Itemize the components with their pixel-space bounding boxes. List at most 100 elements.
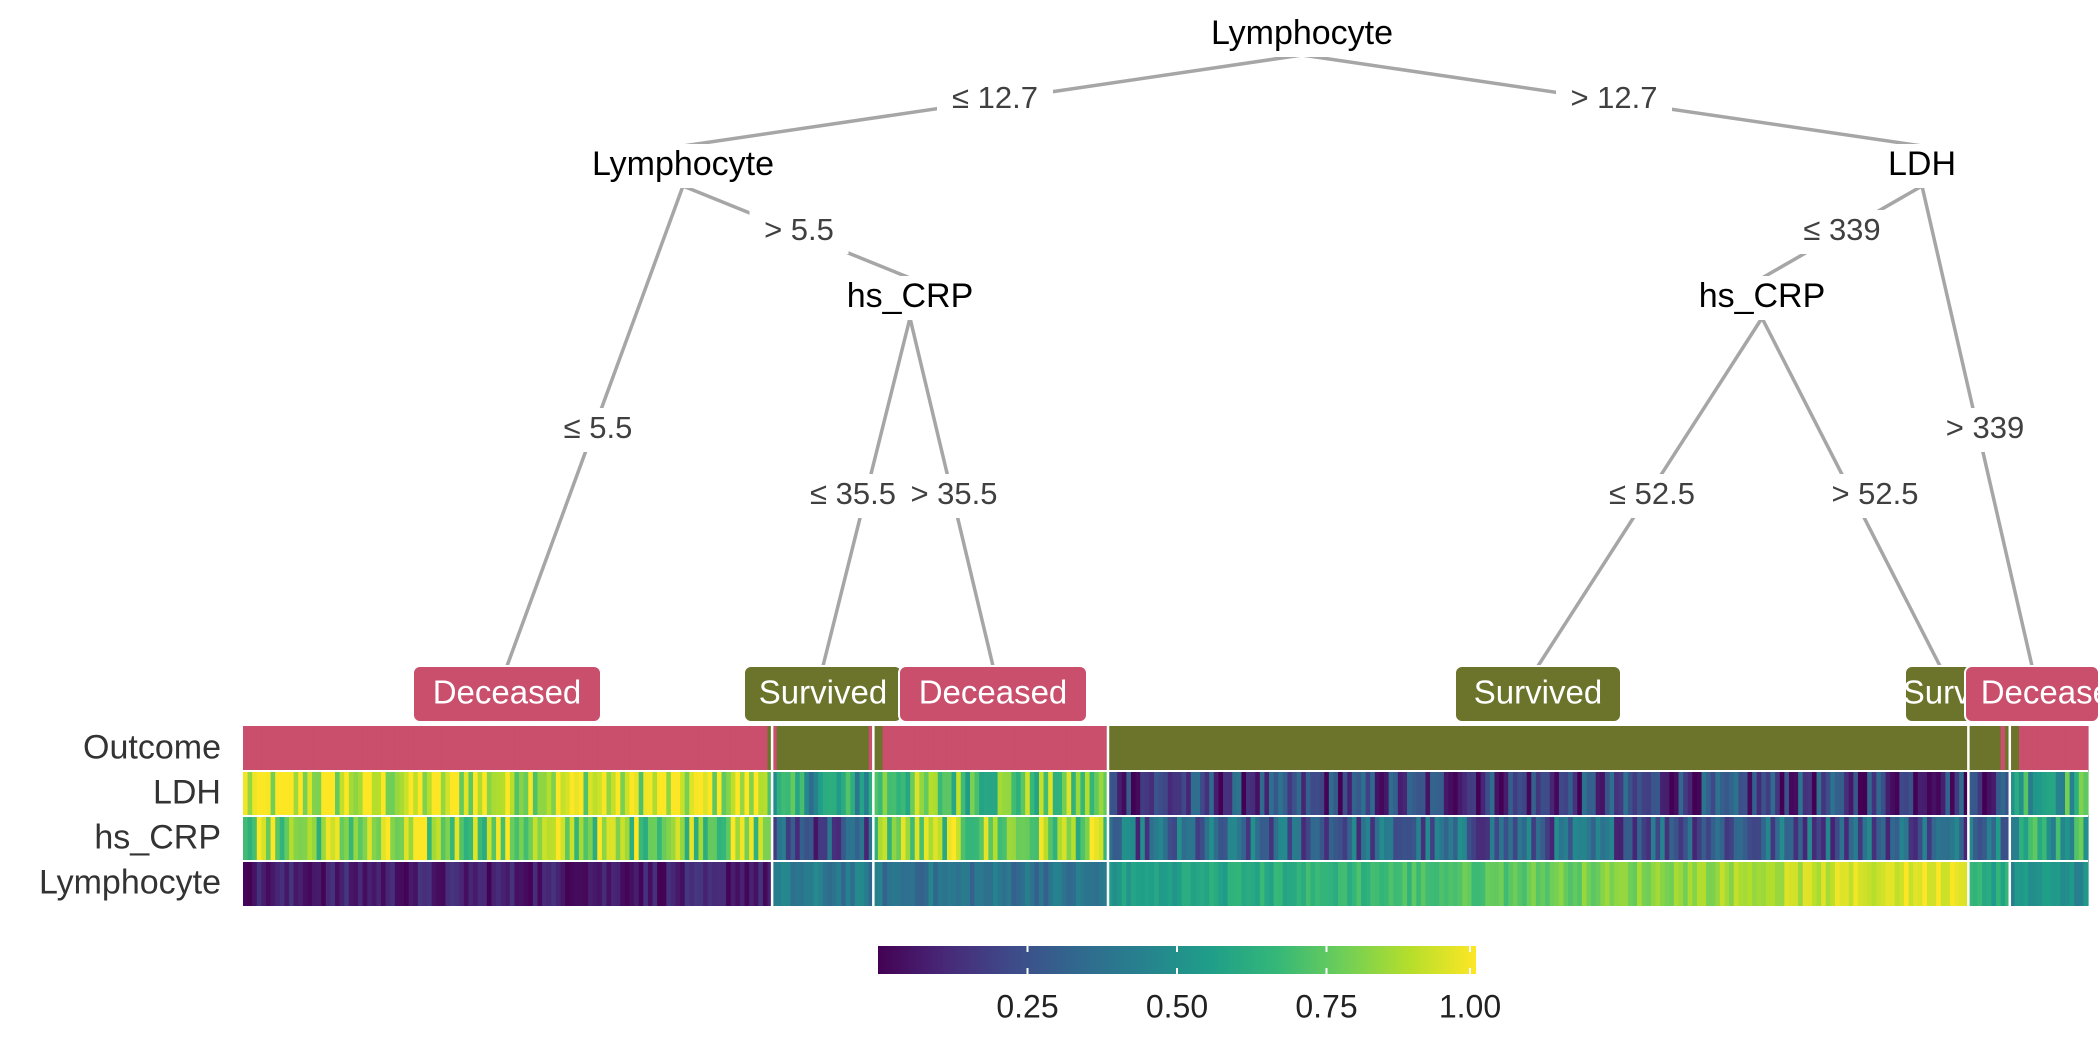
heatmap-cell — [785, 771, 792, 816]
leaf-box-survived: Survived — [1904, 665, 1976, 723]
heatmap-cell — [1480, 816, 1486, 861]
heatmap-cell — [1144, 771, 1150, 816]
heatmap-cell — [1558, 861, 1565, 906]
heatmap-cell — [1719, 771, 1726, 816]
heatmap-cell — [1356, 726, 1362, 771]
heatmap-cell — [583, 771, 589, 816]
heatmap-cell — [1177, 726, 1183, 771]
heatmap-cell — [822, 861, 828, 906]
heatmap-cell — [983, 771, 989, 816]
heatmap-cell — [583, 861, 589, 906]
heatmap-cell — [2078, 816, 2084, 861]
heatmap-cell — [1223, 771, 1229, 816]
heatmap-cell — [1940, 771, 1946, 816]
svg-text:≤ 35.5: ≤ 35.5 — [810, 476, 896, 511]
heatmap-cell — [1655, 771, 1661, 816]
heatmap-cell — [1043, 861, 1049, 906]
heatmap-cell — [450, 816, 456, 861]
heatmap-cell — [1310, 771, 1316, 816]
heatmap-cell — [850, 771, 856, 816]
heatmap-cell — [1931, 771, 1937, 816]
heatmap-cell — [1480, 771, 1486, 816]
heatmap-cell — [1356, 861, 1362, 906]
heatmap-cell — [1103, 816, 1109, 861]
tree-leaves: DeceasedSurvivedDeceasedSurvivedSurvived… — [412, 665, 2100, 723]
heatmap-cell — [730, 861, 736, 906]
heatmap-cell — [293, 816, 299, 861]
heatmap-cell — [1922, 816, 1928, 861]
heatmap-cell — [1517, 726, 1523, 771]
heatmap-cell — [1701, 861, 1707, 906]
heatmap-cell — [983, 726, 989, 771]
heatmap-cell — [1015, 771, 1022, 816]
heatmap-cell — [509, 726, 516, 771]
heatmap-cell — [969, 726, 976, 771]
heatmap-cell — [1319, 816, 1325, 861]
heatmap-cell — [818, 726, 824, 771]
heatmap-cell — [1351, 726, 1358, 771]
heatmap-cell — [1425, 771, 1431, 816]
heatmap-cell — [1218, 726, 1224, 771]
heatmap-cell — [1986, 771, 1992, 816]
heatmap-cell — [1048, 816, 1054, 861]
heatmap-cell — [997, 771, 1003, 816]
heatmap-cell — [1052, 816, 1058, 861]
heatmap-cell — [767, 726, 773, 771]
heatmap-cell — [1554, 771, 1560, 816]
heatmap-cell — [2014, 816, 2020, 861]
heatmap-cell — [1411, 726, 1417, 771]
heatmap-cell — [523, 816, 529, 861]
heatmap-cell — [1908, 861, 1914, 906]
heatmap-cell — [408, 726, 414, 771]
heatmap-cell — [652, 771, 658, 816]
heatmap-cell — [514, 726, 520, 771]
heatmap-cell — [588, 726, 594, 771]
heatmap-cell — [1876, 861, 1882, 906]
heatmap-cell — [1292, 726, 1298, 771]
heatmap-cell — [1604, 816, 1611, 861]
heatmap-cell — [413, 861, 419, 906]
heatmap-cell — [739, 726, 746, 771]
heatmap-cell — [316, 771, 322, 816]
heatmap-cell — [1315, 726, 1321, 771]
heatmap-cell — [1434, 861, 1440, 906]
heatmap-cell — [1627, 861, 1634, 906]
heatmap-cell — [335, 861, 341, 906]
heatmap-cell — [992, 771, 999, 816]
heatmap-cell — [1894, 861, 1900, 906]
heatmap-cell — [1733, 861, 1739, 906]
svg-text:≤ 5.5: ≤ 5.5 — [564, 410, 633, 445]
heatmap-cell — [247, 816, 253, 861]
heatmap-cell — [1365, 771, 1371, 816]
heatmap-cell — [1949, 726, 1956, 771]
heatmap-cell — [1476, 726, 1482, 771]
heatmap-cell — [1200, 816, 1206, 861]
heatmap-cell — [979, 861, 985, 906]
heatmap-cell — [1798, 771, 1804, 816]
heatmap-cell — [1264, 816, 1270, 861]
heatmap-cell — [358, 861, 364, 906]
heatmap-cell — [344, 816, 350, 861]
heatmap-cell — [592, 771, 598, 816]
heatmap-cell — [1706, 771, 1712, 816]
heatmap-cell — [689, 726, 695, 771]
heatmap-cell — [371, 861, 378, 906]
heatmap-cell — [606, 816, 612, 861]
heatmap-cell — [1913, 771, 1919, 816]
heatmap-cell — [1646, 726, 1652, 771]
heatmap-cell — [1752, 771, 1758, 816]
heatmap-cell — [1121, 726, 1127, 771]
heatmap-cell — [592, 861, 598, 906]
heatmap-cell — [2023, 816, 2029, 861]
heatmap-cell — [1296, 861, 1302, 906]
heatmap-cell — [1278, 726, 1284, 771]
heatmap-cell — [1499, 861, 1505, 906]
heatmap-cell — [1476, 771, 1482, 816]
heatmap-cell — [1986, 861, 1992, 906]
heatmap-cell — [850, 816, 856, 861]
heatmap-cell — [1292, 816, 1298, 861]
heatmap-cell — [588, 771, 594, 816]
heatmap-cell — [988, 861, 994, 906]
heatmap-cell — [1834, 726, 1841, 771]
heatmap-cell — [1384, 771, 1390, 816]
